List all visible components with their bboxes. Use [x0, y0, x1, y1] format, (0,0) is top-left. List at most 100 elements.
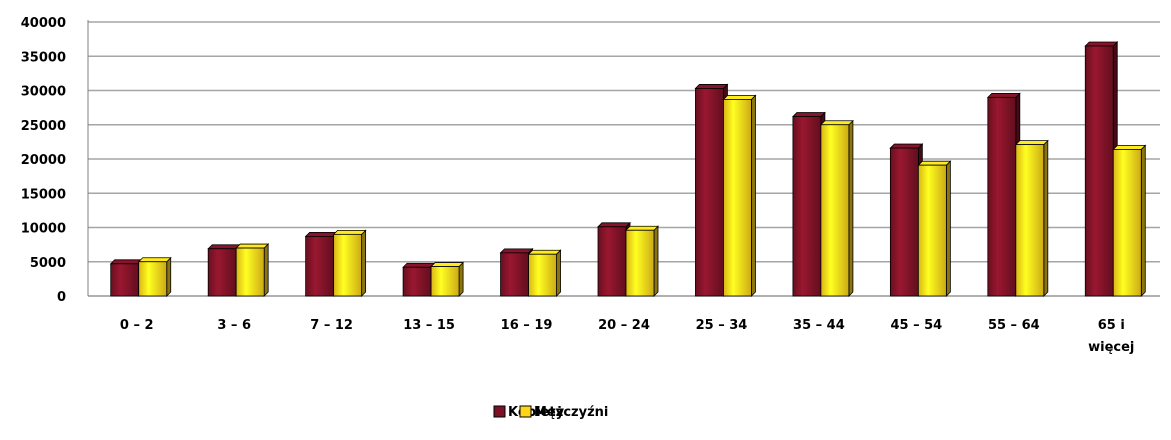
bar: [1084, 41, 1119, 297]
y-tick-label: 0: [57, 290, 66, 305]
bar: [819, 119, 854, 297]
x-tick-label: 16 – 19: [501, 318, 553, 333]
bar-top: [791, 112, 826, 117]
bar-top: [1084, 41, 1119, 47]
bar-front: [110, 263, 140, 297]
bar-top: [430, 262, 465, 267]
y-tick-label: 15000: [21, 187, 66, 202]
bar-top: [304, 232, 339, 237]
bar: [332, 229, 367, 297]
x-tick-label: 25 – 34: [696, 318, 748, 333]
bar: [917, 160, 952, 297]
bar: [304, 231, 339, 297]
bar-side: [263, 243, 269, 297]
bar-side: [1043, 139, 1049, 297]
bar-front: [528, 253, 557, 297]
bar-side: [653, 225, 659, 297]
bar: [499, 247, 534, 297]
bar: [625, 225, 659, 297]
bar-top: [722, 95, 757, 100]
bar-top: [402, 262, 437, 268]
x-tick-label: więcej: [1088, 340, 1134, 355]
y-tick-label: 40000: [21, 16, 66, 31]
bar: [889, 143, 924, 297]
bar-top: [889, 143, 924, 149]
bar-top: [235, 243, 270, 249]
bar-top: [1014, 140, 1049, 146]
y-tick-label: 5000: [30, 256, 66, 271]
y-tick-label: 35000: [21, 50, 66, 65]
y-axis-ticks: 0 5000 10000 15000 20000 25000 30000 35000 40000: [21, 16, 66, 305]
x-tick-label: 13 – 15: [403, 318, 455, 333]
bar: [791, 111, 826, 297]
bar-side: [751, 94, 756, 297]
bar-top: [137, 257, 172, 263]
legend-swatch: [519, 405, 532, 418]
bar-front: [402, 266, 432, 297]
bar: [986, 92, 1021, 297]
bar: [235, 243, 270, 297]
bar-front: [889, 147, 919, 297]
bar-side: [458, 261, 464, 297]
legend-item: Mężczyźni: [519, 405, 608, 420]
bar-top: [917, 160, 952, 166]
bar-front: [625, 229, 655, 297]
bar: [207, 243, 242, 297]
y-tick-label: 10000: [21, 222, 66, 237]
bar: [1014, 139, 1049, 297]
x-tick-label: 0 – 2: [120, 318, 154, 333]
x-tick-label: 3 – 6: [217, 318, 251, 333]
x-tick-label: 65 i: [1098, 318, 1125, 333]
bar-front: [792, 116, 822, 297]
bar: [137, 256, 172, 297]
legend-swatch: [493, 405, 506, 418]
bar-front: [820, 124, 850, 297]
bar-side: [556, 249, 561, 297]
bar-side: [361, 229, 367, 297]
bar-top: [986, 92, 1021, 98]
y-tick-label: 20000: [21, 153, 66, 168]
bar: [109, 258, 144, 297]
x-axis-ticks: 0 – 2 3 – 6 7 – 12 13 – 15 16 – 19 20 – 24 25 …: [120, 318, 1135, 355]
bar-top: [1112, 145, 1147, 150]
bar-side: [166, 256, 172, 297]
x-tick-label: 45 – 54: [890, 318, 942, 333]
bar-front: [333, 233, 363, 297]
bar-front: [1084, 45, 1114, 297]
bar-front: [430, 266, 460, 297]
x-tick-label: 20 – 24: [598, 318, 650, 333]
bar-front: [1015, 144, 1045, 297]
bar: [597, 221, 631, 297]
bar-front: [917, 164, 947, 297]
bar-top: [625, 225, 659, 231]
legend-label: Mężczyźni: [534, 405, 608, 420]
x-tick-label: 55 – 64: [988, 318, 1040, 333]
bar-front: [207, 248, 237, 297]
bar: [527, 249, 562, 297]
bar-side: [1140, 144, 1146, 297]
bar-front: [695, 88, 724, 297]
bar-top: [597, 222, 631, 228]
bar-top: [109, 259, 144, 265]
y-tick-label: 30000: [21, 85, 66, 100]
bar-top: [207, 244, 242, 250]
bar-front: [1112, 149, 1142, 297]
bar-top: [819, 120, 854, 126]
bar-front: [138, 261, 168, 297]
bar-side: [945, 160, 951, 297]
bar-front: [987, 96, 1017, 297]
bar: [430, 261, 465, 297]
bar-front: [500, 252, 529, 297]
bar-front: [305, 236, 335, 297]
x-tick-label: 35 – 44: [793, 318, 845, 333]
bar: [1112, 144, 1147, 297]
bars: [109, 41, 1147, 297]
bar-front: [235, 247, 265, 297]
y-tick-label: 25000: [21, 119, 66, 134]
gridlines: [88, 21, 1160, 263]
bar-top: [499, 248, 534, 254]
bar: [402, 262, 437, 297]
x-tick-label: 7 – 12: [310, 318, 353, 333]
